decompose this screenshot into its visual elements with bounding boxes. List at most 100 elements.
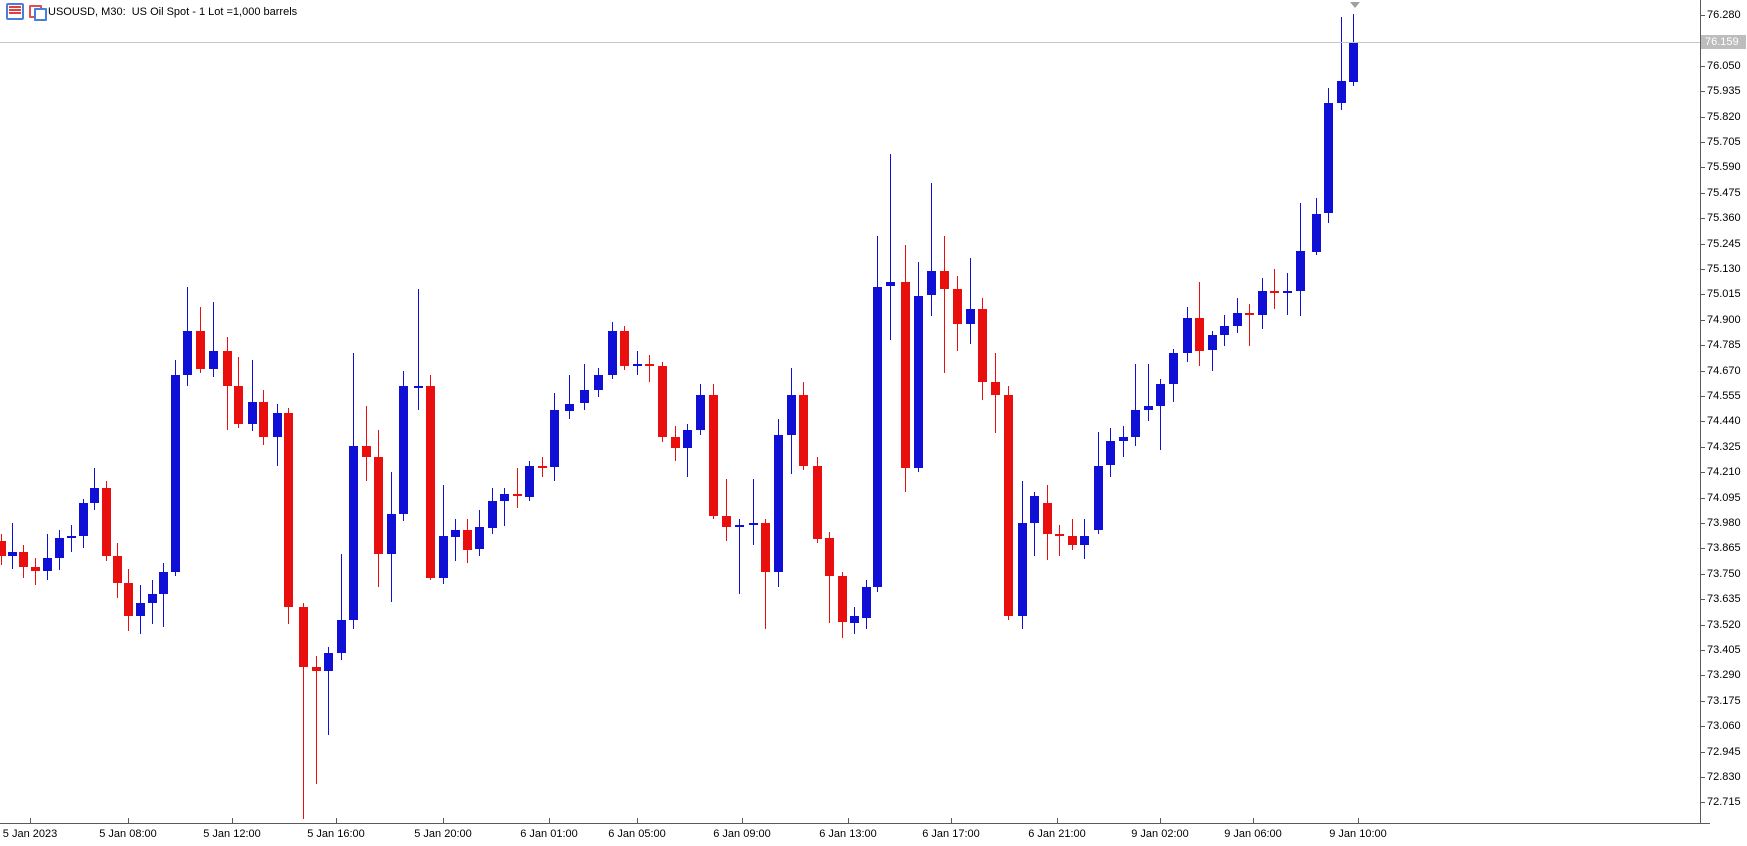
candle-wick: [1059, 525, 1060, 556]
candle-bullish: [886, 282, 895, 286]
price-tick: [1700, 167, 1705, 168]
candle-wick: [1274, 269, 1275, 309]
quotes-icon: [6, 3, 24, 20]
candle-wick: [252, 360, 253, 431]
candle-bullish: [1233, 313, 1242, 326]
candle-wick: [569, 375, 570, 419]
time-tick: [128, 818, 129, 823]
candle-bearish: [1004, 395, 1013, 616]
candle-bullish: [79, 503, 88, 536]
price-axis-label: 73.980: [1707, 517, 1741, 529]
candle-bullish: [273, 413, 282, 437]
candle-bullish: [1018, 523, 1027, 616]
time-tick: [1358, 818, 1359, 823]
candle-wick: [726, 479, 727, 541]
candle-wick: [944, 236, 945, 373]
candle-bullish: [1324, 103, 1333, 213]
bid-price-line: [0, 42, 1700, 43]
price-tick: [1700, 421, 1705, 422]
time-tick: [443, 818, 444, 823]
candle-bearish: [362, 446, 371, 457]
candle-bullish: [488, 501, 497, 528]
candle-bearish: [978, 309, 987, 382]
chart-shift-marker-icon[interactable]: [1350, 2, 1360, 8]
candle-bearish: [901, 282, 910, 468]
price-tick: [1700, 752, 1705, 753]
candle-bearish: [196, 331, 205, 369]
candle-bullish: [1220, 326, 1229, 335]
price-tick: [1700, 675, 1705, 676]
price-axis-label: 74.325: [1707, 441, 1741, 453]
price-tick: [1700, 66, 1705, 67]
candle-wick: [931, 183, 932, 316]
candle-wick: [637, 351, 638, 375]
time-tick: [549, 818, 550, 823]
candle-wick: [970, 258, 971, 344]
time-axis-label: 6 Jan 17:00: [922, 828, 980, 840]
candle-bearish: [284, 413, 293, 607]
candle-bullish: [749, 523, 758, 525]
candle-bullish: [399, 386, 408, 514]
candle-bullish: [324, 653, 333, 671]
candle-bullish: [1258, 291, 1267, 315]
time-axis-label: 6 Jan 13:00: [819, 828, 877, 840]
candle-bearish: [620, 331, 629, 366]
price-tick: [1700, 91, 1705, 92]
time-axis-label: 5 Jan 16:00: [307, 828, 365, 840]
price-tick: [1700, 142, 1705, 143]
time-tick: [232, 818, 233, 823]
price-axis-label: 76.280: [1707, 9, 1741, 21]
price-tick: [1700, 294, 1705, 295]
candle-bullish: [550, 410, 559, 467]
candle-bullish: [1144, 406, 1153, 410]
candle-wick: [1249, 304, 1250, 346]
candle-bullish: [608, 331, 617, 375]
price-tick: [1700, 548, 1705, 549]
time-axis-line[interactable]: [0, 823, 1710, 824]
price-tick: [1700, 244, 1705, 245]
price-tick: [1700, 396, 1705, 397]
candle-bullish: [873, 287, 882, 587]
candle-bullish: [927, 271, 936, 295]
time-axis-label: 9 Jan 02:00: [1131, 828, 1189, 840]
price-tick: [1700, 447, 1705, 448]
candle-bullish: [414, 386, 423, 388]
candle-wick: [341, 554, 342, 660]
candle-bullish: [774, 435, 783, 572]
candle-wick: [12, 523, 13, 569]
candle-bullish: [159, 572, 168, 594]
candle-wick: [829, 532, 830, 623]
price-axis-label: 74.555: [1707, 390, 1741, 402]
time-tick: [637, 818, 638, 823]
time-tick: [1057, 818, 1058, 823]
time-tick: [336, 818, 337, 823]
chart-icon: [29, 5, 47, 21]
candle-bullish: [349, 446, 358, 620]
candle-bearish: [312, 667, 321, 671]
candle-bullish: [580, 390, 589, 403]
price-tick: [1700, 523, 1705, 524]
candle-bullish: [966, 309, 975, 324]
candle-bullish: [55, 538, 64, 558]
price-axis-label: 73.405: [1707, 644, 1741, 656]
price-axis-label: 75.360: [1707, 212, 1741, 224]
price-axis-label: 75.245: [1707, 238, 1741, 250]
candle-bullish: [8, 552, 17, 556]
price-tick: [1700, 320, 1705, 321]
candle-bearish: [799, 395, 808, 466]
price-tick: [1700, 701, 1705, 702]
price-axis-line[interactable]: [1700, 0, 1701, 823]
time-tick: [951, 818, 952, 823]
candlestick-plot-area[interactable]: [0, 0, 1700, 823]
price-axis-label: 75.475: [1707, 187, 1741, 199]
candle-wick: [649, 355, 650, 382]
price-axis-label: 72.830: [1707, 771, 1741, 783]
price-axis-label: 74.785: [1707, 339, 1741, 351]
candle-bullish: [683, 430, 692, 448]
chart-title-bar: USOUSD, M30: US Oil Spot - 1 Lot =1,000 …: [6, 3, 297, 21]
candle-bearish: [813, 466, 822, 539]
candle-bullish: [1169, 353, 1178, 384]
candle-wick: [1123, 426, 1124, 457]
price-axis-label: 72.945: [1707, 746, 1741, 758]
